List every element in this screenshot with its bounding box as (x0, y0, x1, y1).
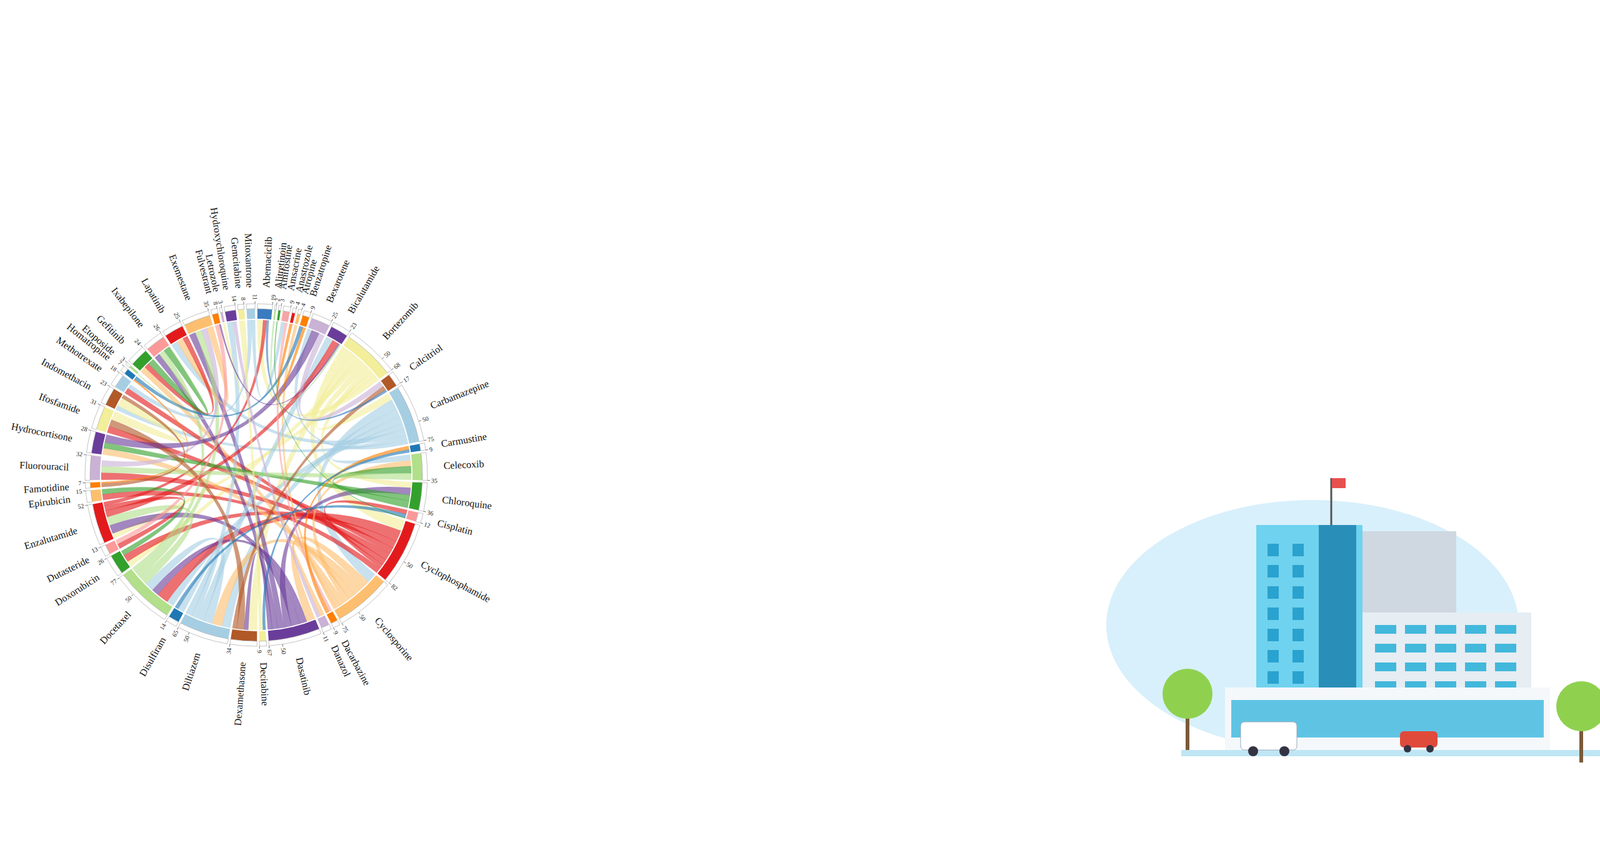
svg-text:Lapatinib: Lapatinib (138, 276, 168, 315)
svg-text:68: 68 (392, 361, 402, 371)
svg-text:23: 23 (348, 321, 359, 330)
svg-text:75: 75 (426, 435, 435, 444)
svg-text:35: 35 (202, 300, 211, 309)
svg-text:26: 26 (96, 557, 105, 567)
svg-text:26: 26 (152, 322, 162, 332)
svg-text:Exemestane: Exemestane (166, 253, 194, 302)
svg-text:3: 3 (278, 298, 287, 303)
svg-text:23: 23 (99, 378, 109, 388)
svg-text:Cyclophosphamide: Cyclophosphamide (418, 558, 492, 605)
svg-text:Dasatinib: Dasatinib (293, 656, 314, 697)
svg-text:Atropine: Atropine (299, 258, 319, 296)
svg-text:9: 9 (256, 650, 264, 654)
svg-text:Amsacrine: Amsacrine (285, 247, 304, 292)
svg-text:Mitoxantrone: Mitoxantrone (243, 233, 256, 289)
svg-text:4: 4 (293, 301, 302, 306)
svg-text:11: 11 (251, 293, 259, 300)
svg-text:Cyclosporine: Cyclosporine (372, 615, 416, 664)
svg-text:Celecoxib: Celecoxib (443, 458, 485, 471)
svg-text:Gemcitabine: Gemcitabine (229, 236, 245, 289)
svg-text:67: 67 (265, 649, 274, 657)
svg-text:Diltiazem: Diltiazem (180, 651, 203, 693)
svg-text:Ixabepilone: Ixabepilone (108, 285, 147, 330)
svg-text:Dexamethasone: Dexamethasone (232, 661, 249, 727)
svg-text:Epirubicin: Epirubicin (27, 493, 71, 510)
svg-text:Calcitriol: Calcitriol (407, 341, 445, 373)
svg-text:Benzatropine: Benzatropine (307, 243, 334, 298)
svg-text:Bexarotene: Bexarotene (323, 258, 352, 305)
svg-text:82: 82 (390, 582, 400, 592)
svg-text:Hydroxychloroquine: Hydroxychloroquine (208, 206, 233, 291)
svg-text:9: 9 (288, 299, 296, 305)
svg-text:25: 25 (172, 311, 182, 320)
svg-text:75: 75 (340, 625, 350, 634)
svg-text:Amifostine: Amifostine (277, 244, 295, 291)
svg-text:65: 65 (170, 629, 180, 639)
svg-text:14: 14 (230, 295, 239, 302)
svg-text:Hydrocortisone: Hydrocortisone (10, 420, 74, 444)
svg-text:Fluorouracil: Fluorouracil (19, 459, 70, 472)
svg-text:77: 77 (109, 577, 119, 587)
svg-text:Etoposide: Etoposide (80, 322, 118, 357)
svg-text:Gefitinib: Gefitinib (94, 313, 128, 347)
svg-text:Dacarbazine: Dacarbazine (339, 638, 373, 688)
svg-text:Ifosfamide: Ifosfamide (37, 391, 82, 417)
svg-text:Doxorubicin: Doxorubicin (52, 571, 102, 608)
svg-text:2: 2 (273, 297, 281, 302)
svg-text:Decitabine: Decitabine (258, 661, 271, 706)
svg-text:7: 7 (116, 359, 124, 367)
svg-text:52: 52 (77, 502, 85, 511)
svg-text:50: 50 (181, 634, 191, 644)
svg-text:Indomethacin: Indomethacin (39, 356, 94, 392)
svg-text:19: 19 (269, 294, 277, 302)
svg-text:15: 15 (75, 487, 83, 495)
svg-text:14: 14 (158, 622, 168, 632)
svg-text:Disulfiram: Disulfiram (136, 635, 168, 679)
svg-text:9: 9 (331, 629, 340, 635)
svg-text:Docetaxel: Docetaxel (97, 608, 134, 647)
svg-text:Letrozole: Letrozole (203, 253, 223, 293)
svg-text:50: 50 (280, 647, 288, 655)
svg-text:50: 50 (382, 349, 392, 359)
svg-text:Abemaciclib: Abemaciclib (260, 236, 274, 289)
svg-text:13: 13 (90, 545, 100, 555)
svg-text:Cisplatin: Cisplatin (436, 517, 474, 538)
svg-text:17: 17 (401, 375, 411, 385)
svg-text:Methotrexate: Methotrexate (54, 334, 105, 374)
svg-text:50: 50 (405, 560, 414, 570)
svg-text:11: 11 (321, 634, 331, 643)
svg-text:12: 12 (423, 520, 432, 529)
svg-text:3: 3 (120, 355, 127, 364)
svg-text:9: 9 (308, 305, 317, 310)
svg-text:50: 50 (421, 415, 430, 424)
svg-text:18: 18 (108, 363, 119, 374)
svg-text:Chloroquine: Chloroquine (441, 493, 493, 512)
svg-text:Danazol: Danazol (329, 643, 354, 679)
svg-text:4: 4 (299, 302, 307, 308)
svg-text:Enzalutamide: Enzalutamide (23, 525, 79, 552)
svg-text:50: 50 (123, 594, 134, 604)
svg-text:32: 32 (75, 450, 83, 458)
svg-text:9: 9 (428, 445, 434, 454)
svg-text:24: 24 (133, 337, 143, 347)
svg-text:35: 35 (431, 476, 438, 484)
svg-text:Bortezomib: Bortezomib (380, 300, 421, 342)
svg-text:31: 31 (89, 397, 99, 407)
svg-text:Bicalutamide: Bicalutamide (345, 263, 382, 315)
svg-text:Dutasteride: Dutasteride (45, 554, 92, 585)
svg-text:7: 7 (78, 479, 82, 487)
svg-text:Famotidine: Famotidine (23, 481, 70, 495)
svg-text:8: 8 (240, 296, 247, 301)
svg-text:3: 3 (216, 300, 225, 305)
svg-text:Homatropine: Homatropine (65, 321, 113, 363)
svg-text:50: 50 (358, 613, 368, 623)
svg-text:8: 8 (212, 300, 220, 306)
svg-text:Carmustine: Carmustine (440, 430, 488, 449)
svg-text:25: 25 (330, 310, 339, 320)
svg-text:Anastrozole: Anastrozole (293, 244, 315, 294)
svg-text:28: 28 (80, 424, 89, 433)
svg-text:Carbamazepine: Carbamazepine (428, 378, 491, 412)
svg-text:36: 36 (426, 508, 434, 517)
svg-text:34: 34 (225, 647, 233, 655)
